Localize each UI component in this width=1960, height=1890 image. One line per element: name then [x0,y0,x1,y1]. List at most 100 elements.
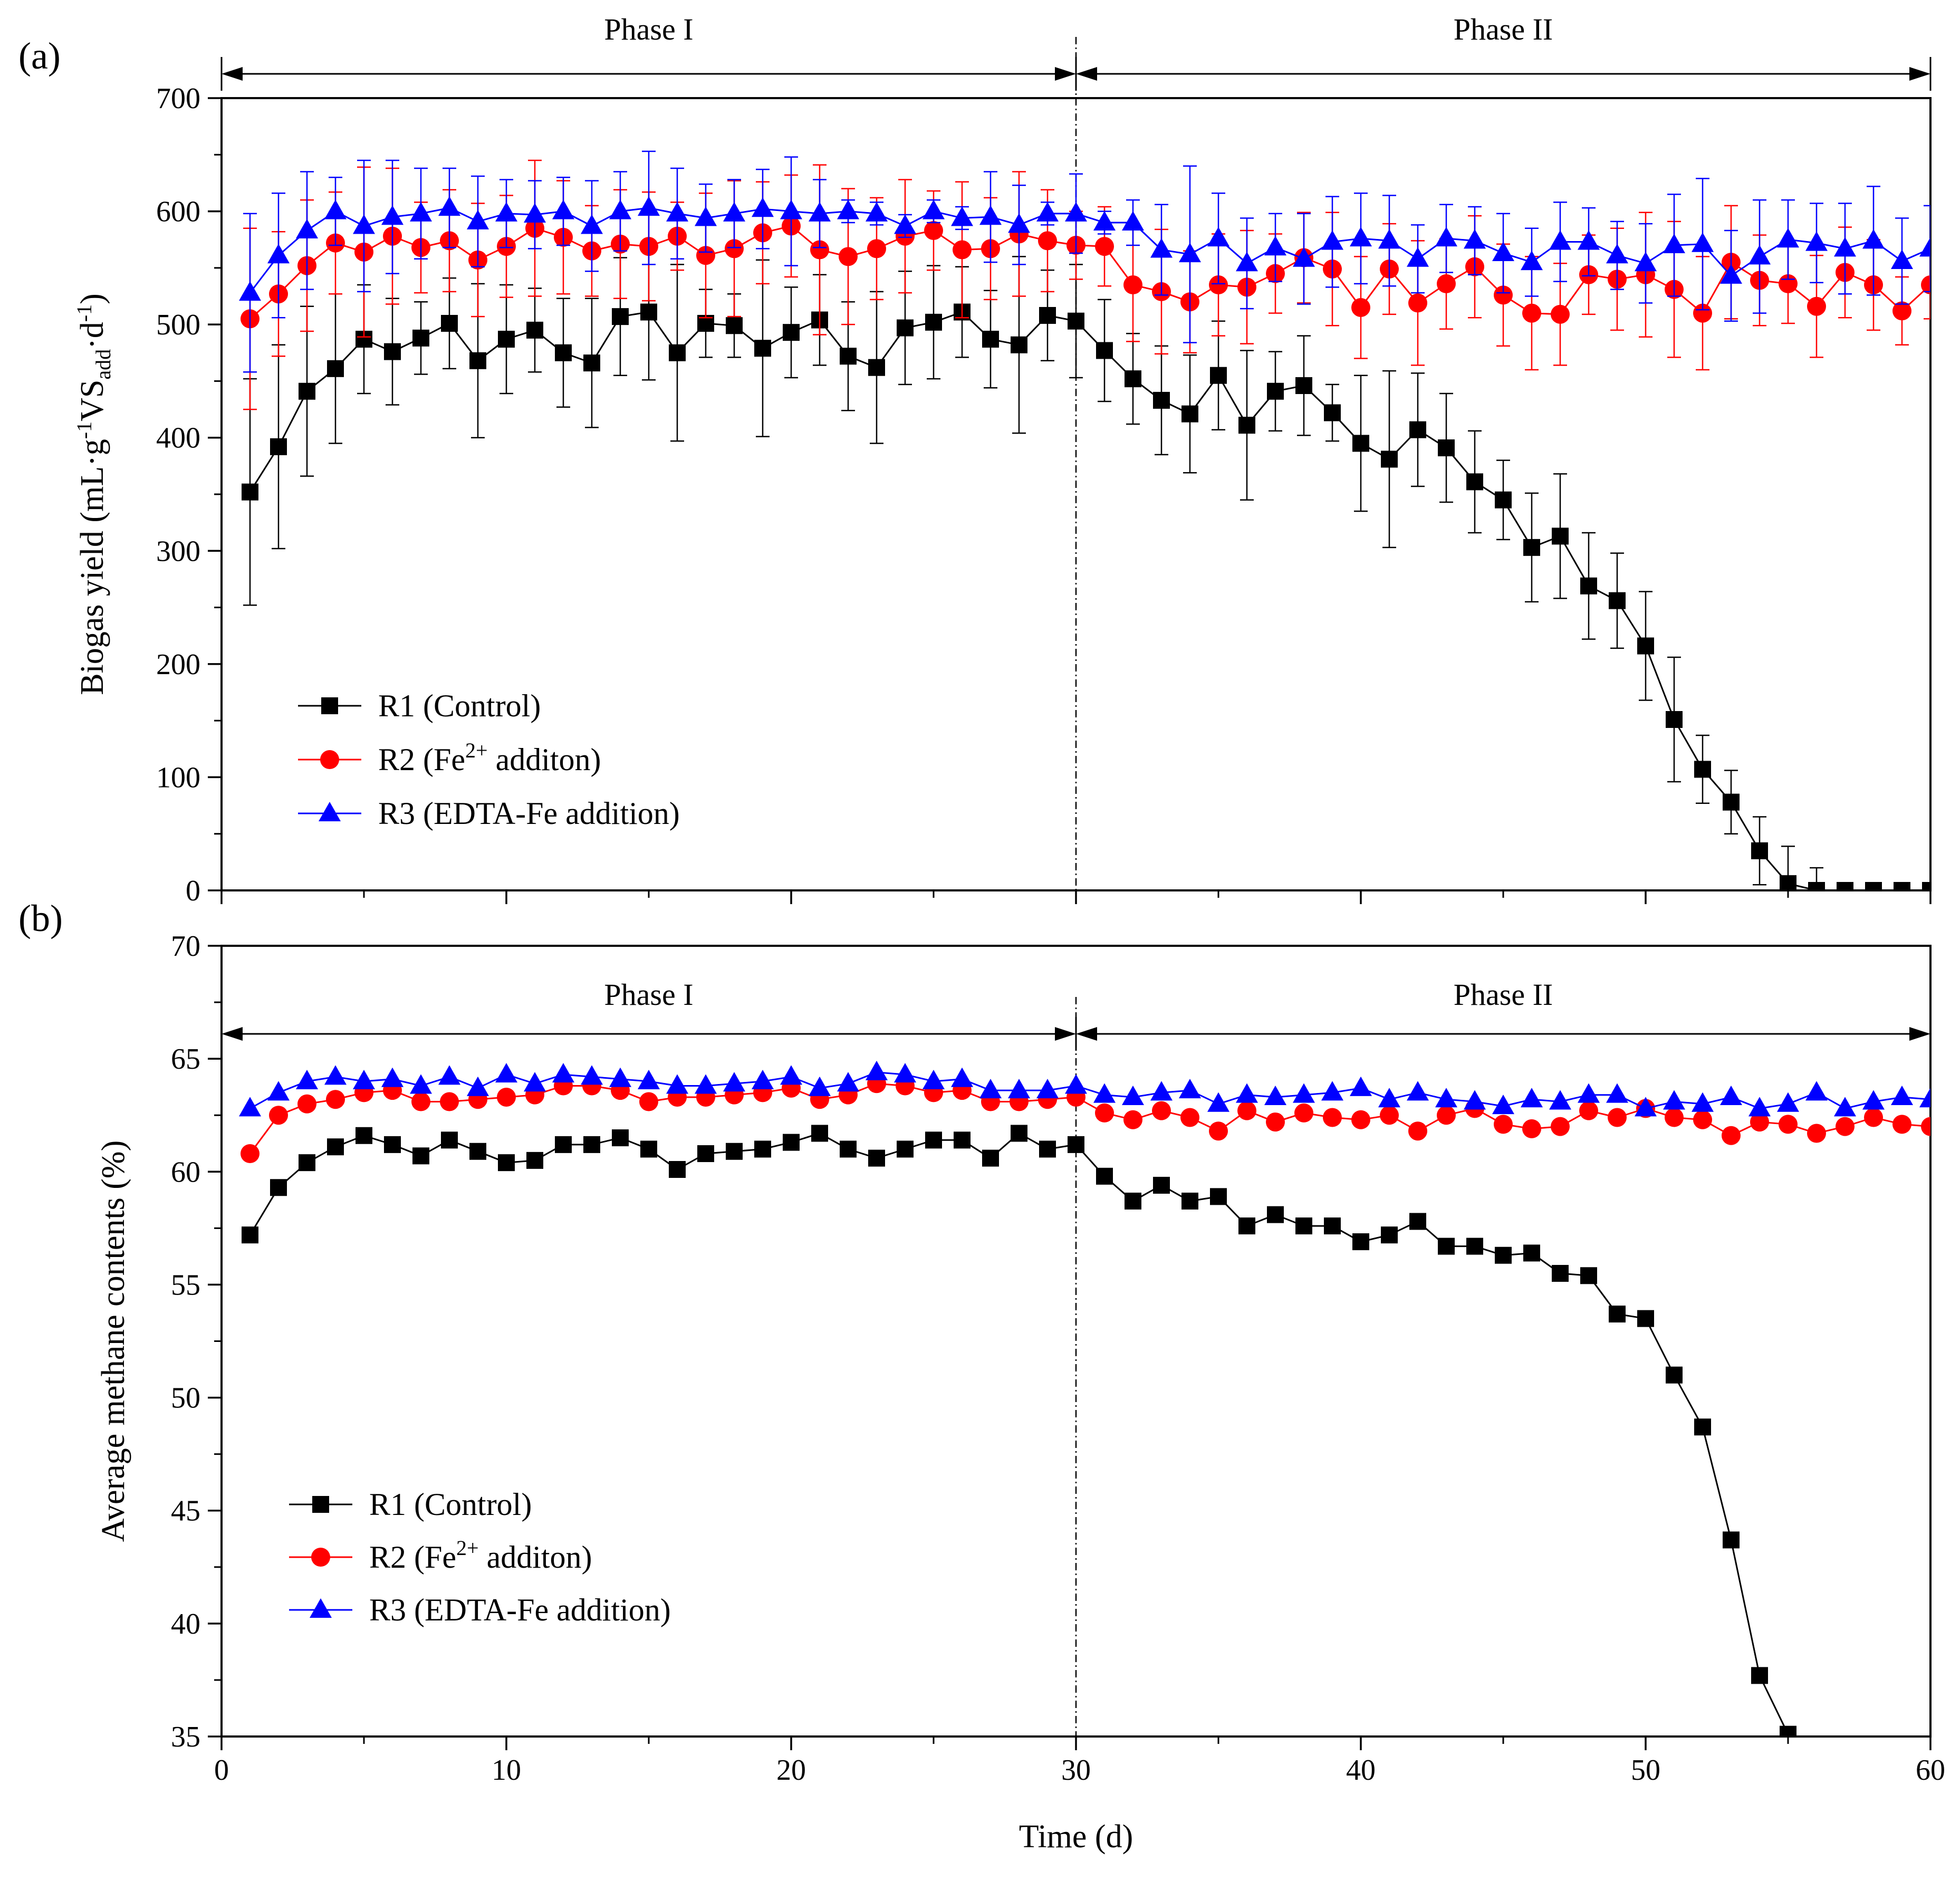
data-point [497,1087,516,1107]
y-tick-label: 500 [156,309,200,341]
data-point [1351,1110,1370,1129]
data-point [1862,1090,1885,1110]
data-point [1295,377,1312,395]
data-point [1036,202,1059,222]
data-point [242,1226,258,1244]
y-tick-label: 40 [171,1608,200,1640]
data-point [951,206,973,226]
data-point [1407,247,1429,267]
data-point [783,324,800,341]
data-point [267,244,290,264]
data-point [1495,491,1512,509]
data-point [467,1076,489,1096]
data-point [1580,1267,1597,1284]
y-tick-label: 100 [156,761,200,794]
y-tick-label: 70 [171,930,200,963]
data-point [1123,1110,1142,1129]
data-point [1038,231,1057,251]
data-point [326,1090,345,1109]
panel-label: (b) [18,897,63,939]
legend-label: R1 (Control) [378,688,541,723]
data-point [837,199,859,219]
data-point [1780,1725,1796,1737]
phase-arrowhead-left [1076,1027,1097,1041]
data-point [1805,1081,1828,1101]
data-point [1606,1083,1628,1103]
legend-marker [319,802,341,821]
data-point [754,1140,771,1158]
data-point [1153,1176,1170,1194]
data-point [469,1143,486,1160]
data-point [1777,228,1799,248]
data-point [526,1152,543,1169]
data-point [1865,882,1882,890]
data-point [1492,1095,1514,1115]
data-point [1068,1136,1084,1153]
data-point [1692,1092,1714,1112]
data-point [1210,367,1227,384]
data-point [925,1131,942,1149]
data-point [1748,1097,1771,1117]
data-point [241,1144,260,1164]
data-point [1267,1206,1284,1223]
data-point [1039,1140,1056,1158]
data-point [1692,232,1714,252]
data-point [1523,539,1540,556]
x-tick-label: 0 [214,1754,229,1787]
data-point [925,313,942,331]
panel-a: (a) Phase I Phase II 0 100 200 300 400 500 600 700… [18,12,1932,907]
data-point [469,352,486,369]
data-point [438,196,460,216]
data-point [1210,1188,1227,1205]
y-tick-label: 400 [156,422,200,455]
legend-marker [312,1496,329,1513]
data-point [1807,1124,1826,1143]
data-point [868,1149,885,1167]
data-point [1837,882,1853,890]
data-point [1720,264,1742,284]
data-point [1122,1085,1144,1105]
data-point [555,1136,572,1153]
data-point [612,1129,629,1147]
data-point [381,205,403,225]
legend: R1 (Control) R2 (Fe2+ additon) R3 (EDTA-Fe… [289,1487,671,1627]
data-point [1780,875,1796,890]
data-point [410,202,432,222]
data-point [1380,1106,1399,1125]
data-point [1350,1076,1372,1096]
data-point [1578,1083,1600,1103]
data-point [1125,370,1141,388]
data-point [1551,1117,1570,1136]
data-point [412,1147,429,1165]
y-tick-label: 50 [171,1382,200,1415]
data-point [495,202,517,222]
data-point [783,1134,800,1151]
data-point [242,483,258,501]
data-point [1264,236,1286,256]
data-point [267,1081,290,1101]
data-point [1065,1074,1087,1094]
data-point [1494,1115,1513,1134]
data-point [1152,1101,1171,1120]
data-point [1834,237,1856,257]
data-point [1093,211,1116,231]
data-point [982,1149,999,1167]
data-point [1891,1085,1913,1105]
data-point [299,1154,315,1172]
data-point [951,1067,973,1087]
data-point [1150,1081,1173,1101]
data-point [1095,1103,1114,1123]
data-point [666,202,688,222]
data-point [1180,1108,1199,1127]
panel-label: (a) [18,35,61,77]
y-tick-label: 55 [171,1269,200,1301]
data-point [583,1136,600,1153]
data-point [1492,241,1514,261]
data-point [752,1069,774,1089]
data-point [1864,1108,1883,1127]
data-point [1096,1167,1113,1185]
data-point [1179,1079,1201,1099]
data-point [1207,227,1229,247]
data-point [612,308,629,325]
data-point [666,1074,688,1094]
